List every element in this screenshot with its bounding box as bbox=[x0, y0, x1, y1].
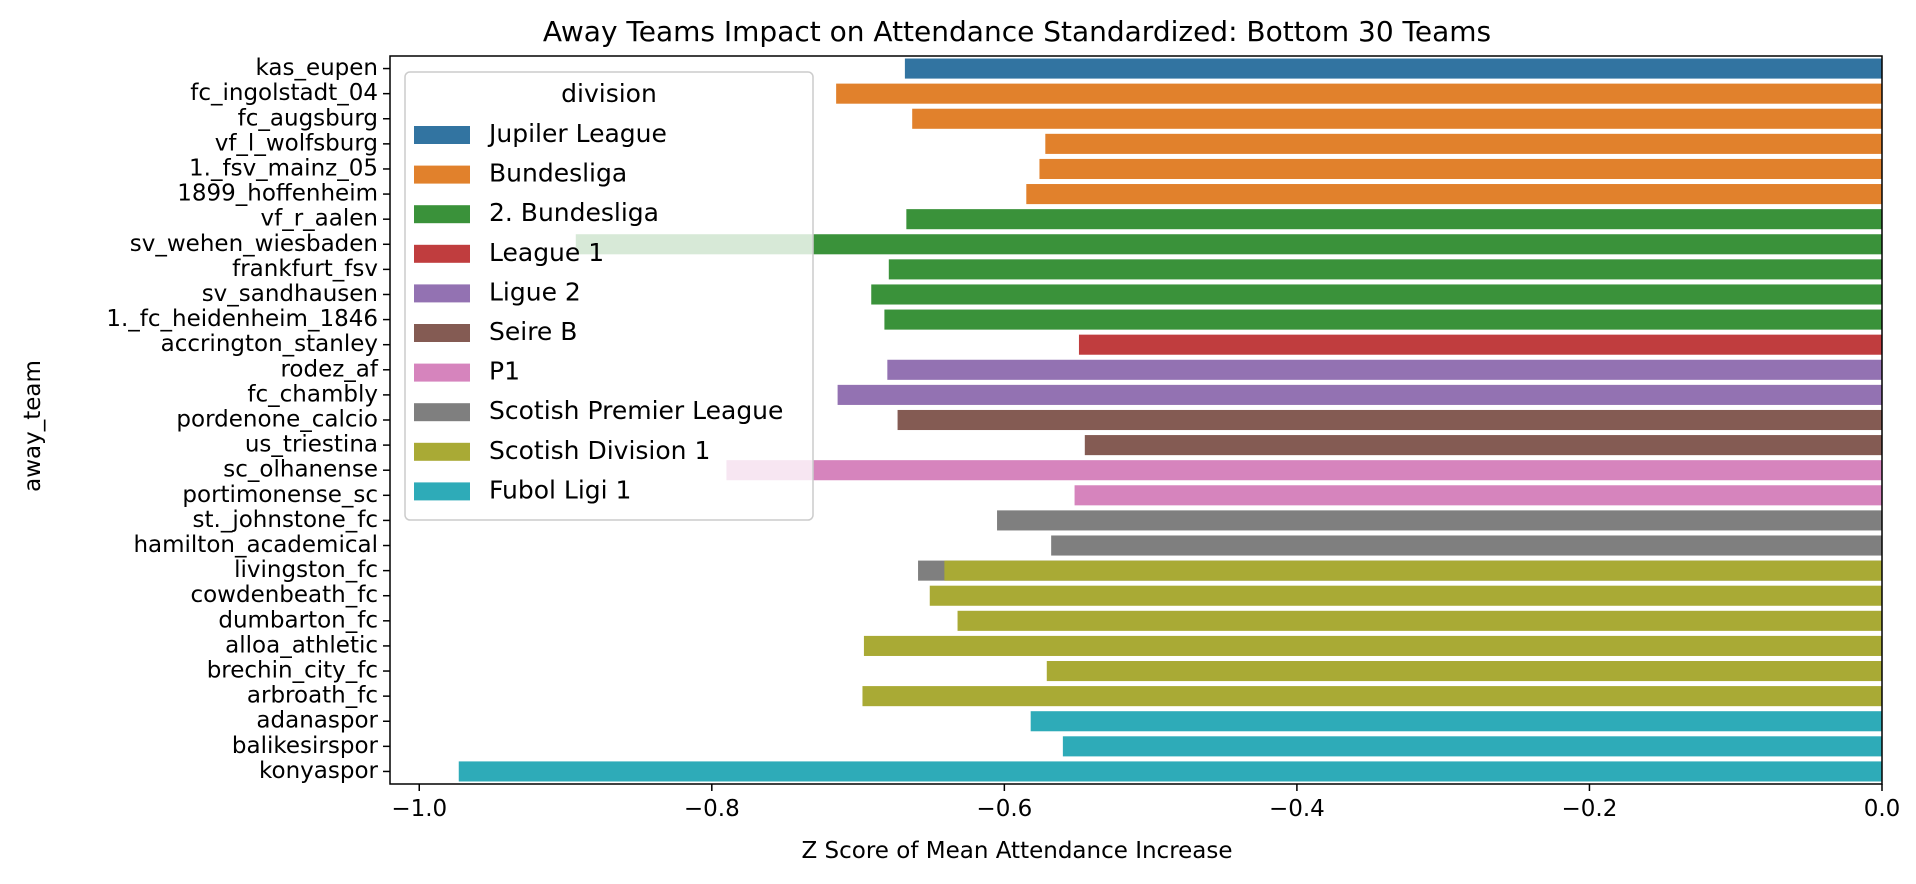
axes-layer: kas_eupenfc_ingolstadt_04fc_augsburgvf_l… bbox=[106, 55, 1900, 822]
bar-konyaspor bbox=[458, 761, 1882, 782]
bar-fc_augsburg bbox=[912, 108, 1882, 129]
plot-frame bbox=[389, 55, 1883, 785]
legend-entry-label: Scotish Division 1 bbox=[489, 436, 710, 465]
bar-1899_hoffenheim bbox=[1026, 184, 1882, 205]
chart-title: Away Teams Impact on Attendance Standard… bbox=[543, 15, 1491, 48]
legend-swatch bbox=[414, 205, 470, 224]
bar-arbroath_fc bbox=[862, 686, 1882, 707]
legend-swatch bbox=[414, 442, 470, 461]
y-tick-label: dumbarton_fc bbox=[218, 607, 378, 633]
y-tick-label: frankfurt_fsv bbox=[232, 256, 378, 282]
bar-alloa_athletic bbox=[863, 635, 1882, 656]
legend-swatch bbox=[414, 244, 470, 263]
bars-layer bbox=[458, 58, 1883, 782]
legend-swatch bbox=[414, 363, 470, 382]
y-tick-label: 1._fsv_mainz_05 bbox=[189, 155, 378, 181]
y-tick-label: kas_eupen bbox=[255, 55, 378, 81]
legend-entry-label: Scotish Premier League bbox=[489, 396, 783, 425]
y-tick-label: sv_sandhausen bbox=[202, 281, 378, 307]
y-tick-label: 1899_hoffenheim bbox=[177, 181, 378, 207]
bar-vf_r_aalen bbox=[906, 209, 1882, 230]
legend: division Jupiler League Bundesliga 2. Bunde… bbox=[404, 71, 814, 521]
legend-swatch bbox=[414, 324, 470, 342]
bar-dumbarton_fc bbox=[957, 610, 1882, 631]
bar-pordenone_calcio bbox=[897, 409, 1882, 431]
y-tick-label: sc_olhanense bbox=[223, 457, 378, 483]
y-tick-label: hamilton_academical bbox=[133, 532, 378, 558]
bar-sc_olhanense bbox=[726, 460, 1882, 481]
legend-entry-label: Bundesliga bbox=[489, 159, 627, 188]
bar-adanaspor bbox=[1030, 711, 1882, 732]
y-tick-label: fc_chambly bbox=[247, 381, 378, 407]
bar-st._johnstone_fc bbox=[997, 510, 1882, 531]
y-tick-label: us_triestina bbox=[245, 432, 378, 458]
y-axis-title: away_team bbox=[20, 360, 46, 492]
legend-entry-label: Jupiler League bbox=[487, 119, 667, 148]
bar-balikesirspor bbox=[1062, 736, 1882, 757]
y-tick-label: portimonense_sc bbox=[182, 482, 378, 508]
y-tick-label: alloa_athletic bbox=[225, 632, 378, 658]
bar-brechin_city_fc bbox=[1046, 660, 1882, 682]
legend-swatch bbox=[414, 126, 470, 144]
x-axis-title: Z Score of Mean Attendance Increase bbox=[801, 838, 1232, 864]
bar-fc_chambly bbox=[837, 384, 1882, 405]
legend-entry-label: 2. Bundesliga bbox=[489, 198, 659, 227]
y-tick-label: fc_ingolstadt_04 bbox=[190, 80, 378, 106]
y-tick-label: konyaspor bbox=[259, 758, 379, 784]
y-tick-label: brechin_city_fc bbox=[207, 658, 378, 684]
y-tick-label: arbroath_fc bbox=[247, 683, 378, 709]
bar-sv_wehen_wiesbaden bbox=[575, 234, 1883, 255]
x-tick-label: 0.0 bbox=[1864, 796, 1901, 822]
y-tick-label: balikesirspor bbox=[232, 733, 379, 759]
bar-overlay-livingston_fc bbox=[944, 560, 1882, 581]
bar-frankfurt_fsv bbox=[888, 259, 1882, 280]
bar-rodez_af bbox=[887, 359, 1882, 380]
x-tick-label: −0.2 bbox=[1562, 796, 1618, 822]
bar-accrington_stanley bbox=[1078, 334, 1882, 355]
y-tick-label: rodez_af bbox=[280, 356, 378, 382]
legend-swatch bbox=[414, 403, 470, 422]
legend-swatch bbox=[414, 482, 470, 501]
y-tick-label: vf_l_wolfsburg bbox=[215, 130, 378, 156]
legend-frame bbox=[404, 71, 814, 521]
bar-portimonense_sc bbox=[1074, 485, 1882, 506]
legend-entry-label: Fubol Ligi 1 bbox=[489, 475, 631, 504]
y-tick-label: sv_wehen_wiesbaden bbox=[130, 231, 378, 257]
y-tick-label: fc_augsburg bbox=[238, 105, 378, 131]
bar-sv_sandhausen bbox=[871, 284, 1882, 305]
bar-fc_ingolstadt_04 bbox=[836, 83, 1883, 104]
y-tick-label: accrington_stanley bbox=[161, 331, 378, 357]
legend-swatch bbox=[414, 284, 470, 303]
x-tick-label: −0.8 bbox=[684, 796, 740, 822]
bar-1._fc_heidenheim_1846 bbox=[884, 309, 1882, 330]
y-tick-label: 1._fc_heidenheim_1846 bbox=[106, 306, 378, 332]
legend-title: division bbox=[561, 79, 657, 108]
bar-us_triestina bbox=[1084, 435, 1882, 456]
legend-swatch bbox=[414, 165, 470, 184]
legend-entry-label: P1 bbox=[489, 357, 520, 386]
legend-entry-label: Ligue 2 bbox=[489, 277, 581, 306]
legend-entry-label: Seire B bbox=[489, 317, 577, 346]
y-tick-label: adanaspor bbox=[256, 708, 378, 734]
bar-1._fsv_mainz_05 bbox=[1039, 158, 1882, 180]
bar-cowdenbeath_fc bbox=[929, 585, 1882, 606]
y-tick-label: pordenone_calcio bbox=[176, 407, 378, 433]
bar-vf_l_wolfsburg bbox=[1045, 133, 1882, 154]
x-tick-label: −0.6 bbox=[976, 796, 1032, 822]
x-tick-label: −1.0 bbox=[391, 796, 447, 822]
bar-hamilton_academical bbox=[1051, 535, 1882, 556]
y-tick-label: cowdenbeath_fc bbox=[190, 582, 378, 608]
bar-kas_eupen bbox=[904, 58, 1882, 79]
x-tick-label: −0.4 bbox=[1269, 796, 1325, 822]
y-tick-label: vf_r_aalen bbox=[261, 206, 378, 232]
y-tick-label: livingston_fc bbox=[234, 557, 378, 583]
legend-entry-label: League 1 bbox=[489, 238, 604, 267]
y-tick-label: st._johnstone_fc bbox=[193, 507, 378, 533]
